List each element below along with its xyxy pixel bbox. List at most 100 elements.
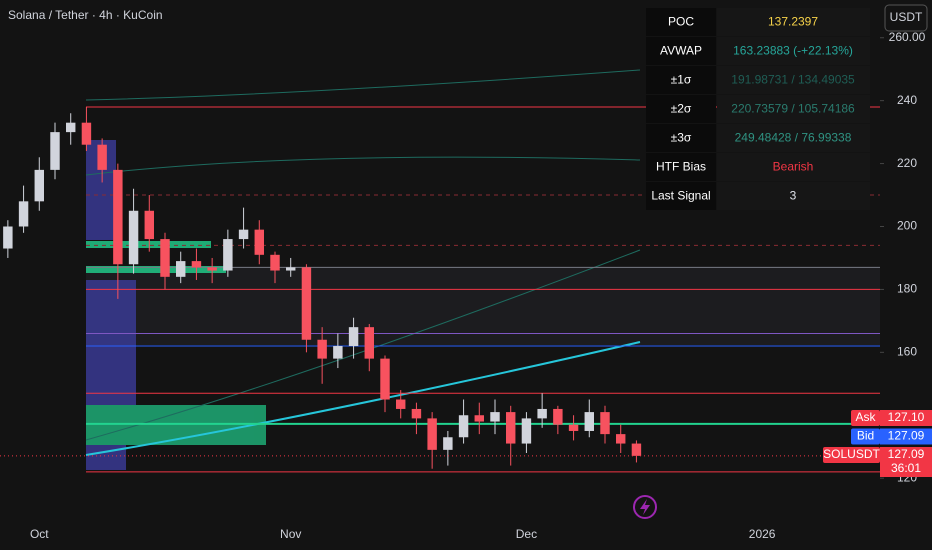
candle-body	[18, 201, 29, 227]
quote-price: 127.09	[888, 429, 925, 443]
candle-body	[160, 239, 170, 277]
table-value-cell	[717, 124, 870, 152]
table-value-cell	[717, 8, 870, 36]
candle-body	[427, 418, 437, 450]
candle-body	[254, 229, 264, 255]
quote-name: Bid	[857, 429, 874, 443]
y-tick-label: 200	[897, 219, 917, 233]
profile-bar	[86, 241, 211, 248]
quote-price: 127.10	[888, 410, 925, 424]
quote-price-box	[880, 428, 932, 445]
table-value-cell	[717, 153, 870, 181]
table-value: 249.48428 / 76.99338	[735, 131, 852, 145]
candle-body	[616, 434, 626, 444]
table-value-cell	[717, 182, 870, 210]
candle-body	[81, 122, 92, 145]
candle-body	[66, 122, 76, 133]
x-tick-label: Oct	[30, 527, 49, 541]
x-tick-label: Nov	[280, 527, 301, 541]
currency-button-label[interactable]: USDT	[890, 10, 923, 24]
candle-body	[97, 144, 107, 170]
candle-body	[128, 210, 139, 265]
candle-body	[238, 229, 249, 240]
range-shade	[86, 268, 880, 345]
profile-bar	[86, 266, 226, 273]
candle-body	[443, 437, 453, 450]
table-value: 163.23883 (-+22.13%)	[733, 44, 853, 58]
profile-bar	[86, 405, 266, 445]
y-tick-label: 260.00	[889, 30, 926, 44]
candle-body	[223, 239, 233, 271]
table-value: 137.2397	[768, 15, 818, 29]
profile-bar	[86, 280, 136, 410]
candle-body	[207, 267, 217, 271]
table-label-cell	[646, 37, 716, 65]
candle-body	[411, 408, 422, 419]
y-tick-label: 240	[897, 93, 917, 107]
table-label-cell	[646, 124, 716, 152]
candle-body	[333, 346, 343, 359]
table-value: 220.73579 / 105.74186	[731, 102, 855, 116]
table-value: Bearish	[773, 160, 814, 174]
table-value-cell	[717, 95, 870, 123]
quote-name: SOLUSDT	[823, 447, 880, 461]
candle-body	[191, 261, 202, 268]
candle-body	[537, 408, 547, 419]
candle-body	[34, 169, 44, 202]
table-label-cell	[646, 95, 716, 123]
candle-body	[506, 412, 516, 444]
band-line	[85, 156, 641, 176]
avwap-bands	[85, 69, 641, 456]
table-value: 3	[790, 189, 797, 203]
table-label: Last Signal	[651, 189, 710, 203]
table-label-cell	[646, 66, 716, 94]
y-tick-label: 160	[897, 345, 917, 359]
candle-body	[584, 412, 594, 431]
candle-body	[50, 132, 60, 170]
y-tick-label: 220	[897, 156, 917, 170]
candle-body	[317, 339, 327, 359]
table-label: HTF Bias	[656, 160, 706, 174]
table-value-cell	[717, 37, 870, 65]
candle-body	[396, 399, 406, 409]
y-tick-label: 180	[897, 282, 917, 296]
quote-name-box	[851, 410, 880, 426]
x-tick-label: 2026	[749, 527, 776, 541]
lightning-icon	[640, 499, 650, 515]
candle-body	[301, 267, 312, 340]
table-label-cell	[646, 8, 716, 36]
currency-button[interactable]	[884, 4, 928, 32]
quote-name-box	[851, 428, 880, 445]
quote-price-box	[880, 447, 932, 477]
quote-name: Ask	[855, 410, 876, 424]
table-label-cell	[646, 153, 716, 181]
candle-body	[144, 210, 154, 240]
candle-body	[270, 254, 280, 271]
table-label: ±2σ	[671, 102, 692, 116]
band-line	[85, 249, 641, 441]
candle-body	[380, 358, 390, 400]
candle-body	[176, 261, 186, 277]
candle-body	[113, 169, 123, 265]
quote-price: 127.09	[888, 447, 925, 461]
candle-body	[3, 226, 13, 249]
chart-title: Solana / Tether · 4h · KuCoin	[8, 8, 163, 22]
band-line	[85, 69, 641, 101]
x-tick-label: Dec	[516, 527, 537, 541]
lightning-icon[interactable]	[633, 495, 657, 519]
table-value-cell	[717, 66, 870, 94]
table-label: POC	[668, 15, 694, 29]
candle-body	[553, 408, 563, 425]
candle-body	[631, 443, 642, 456]
table-label: AVWAP	[660, 44, 702, 58]
table-label: ±1σ	[671, 73, 692, 87]
table-label-cell	[646, 182, 716, 210]
table-value: 191.98731 / 134.49035	[731, 73, 855, 87]
candle-body	[521, 418, 532, 444]
countdown: 36:01	[891, 461, 921, 475]
avwap-line	[85, 341, 641, 456]
candle-body	[458, 415, 469, 438]
volume-profile	[86, 140, 266, 470]
